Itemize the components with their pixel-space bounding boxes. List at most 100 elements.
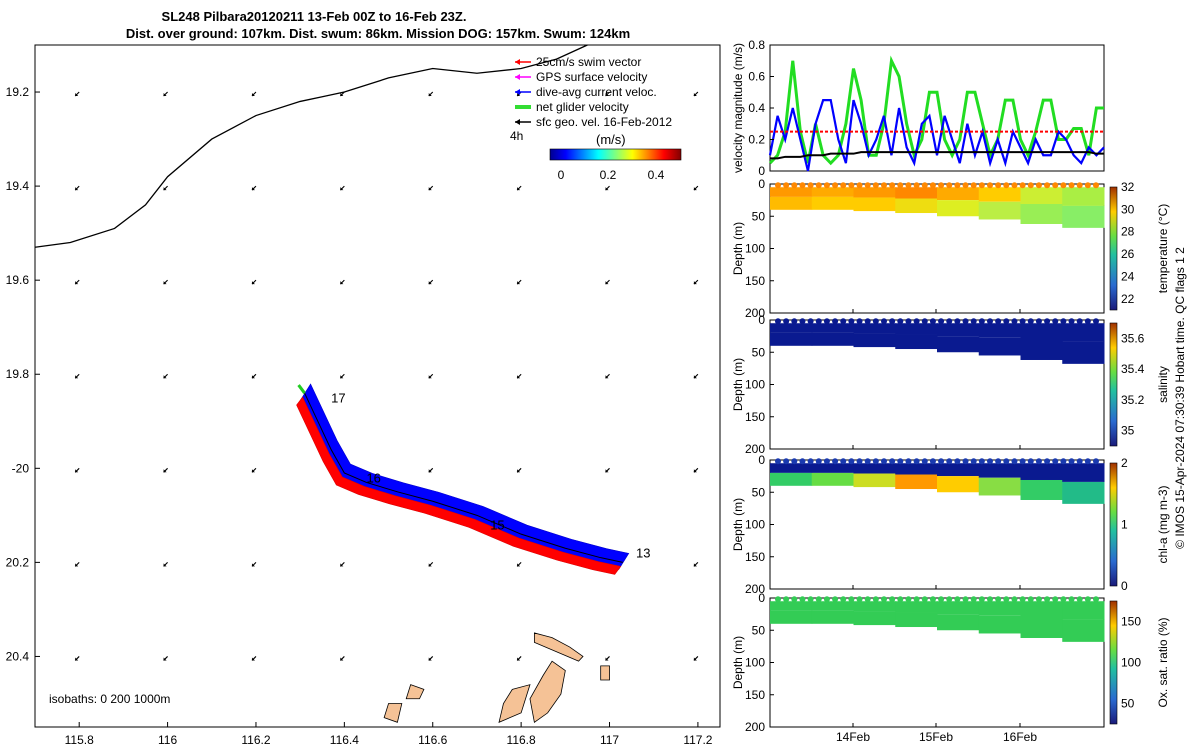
profile-surface-dot (840, 182, 847, 189)
legend-scale-label: 4h (510, 129, 523, 143)
geo-vector-arrowhead (163, 93, 167, 97)
island-shape (383, 703, 403, 723)
coastline (34, 44, 588, 248)
profile-surface-dot (962, 182, 969, 189)
profile-surface-dot (783, 182, 790, 189)
profile-surface-dot (929, 596, 936, 603)
section-cell-upper (1062, 463, 1105, 482)
geo-vector-arrowhead (75, 657, 79, 661)
profile-surface-dot (1027, 458, 1034, 465)
profile-surface-dot (775, 458, 781, 465)
glider-track-line (304, 392, 623, 563)
map-x-tick-label: 115.8 (65, 733, 94, 747)
profile-surface-dot (1093, 458, 1099, 465)
profile-surface-dot (1060, 182, 1067, 189)
profile-surface-dot (815, 182, 822, 189)
profile-surface-dot (1093, 318, 1099, 325)
profile-surface-dot (815, 318, 822, 325)
profile-surface-dot (840, 596, 847, 603)
depth-axis-label: Depth (m) (731, 636, 745, 689)
profile-surface-dot (848, 596, 855, 603)
profile-surface-dot (832, 596, 839, 603)
section-cell-lower (978, 477, 1021, 496)
velocity-y-tick-label: 0.8 (748, 38, 765, 52)
profile-surface-dot (872, 458, 879, 465)
legend-item-dive-avg-current: dive-avg current veloc. (515, 85, 657, 99)
geo-vector-arrowhead (605, 469, 609, 473)
colorbar-tick-1: 0.2 (600, 168, 617, 182)
colorbar-tick-label: 28 (1121, 225, 1135, 239)
geo-vector-arrowhead (517, 375, 521, 379)
map-x-tick-label: 116.8 (507, 733, 536, 747)
profile-surface-dot (840, 318, 847, 325)
section-cell-lower (770, 610, 813, 624)
section-cell-lower (937, 476, 980, 493)
map-panel: 17 16 15 13 115.8 116 116.2 116.4 116.6 116.8 117… (6, 44, 721, 747)
day-label: 16 (366, 470, 380, 485)
colorbar-tick-label: 30 (1121, 202, 1135, 216)
colorbar-tick-label: 35 (1121, 424, 1135, 438)
colorbar-label: temperature (°C) (1156, 204, 1170, 294)
velocity-series-line (768, 55, 1104, 166)
profile-surface-dot (775, 318, 781, 325)
profile-surface-dot (938, 318, 945, 325)
profile-surface-dot (1003, 182, 1010, 189)
section-colorbar (1109, 600, 1118, 725)
geo-vector-arrowhead (340, 657, 344, 661)
profile-surface-dot (815, 458, 822, 465)
legend-item-swim-vector: 25cm/s swim vector (515, 55, 641, 69)
profile-surface-dot (954, 182, 961, 189)
velocity-y-tick-label: 0.4 (748, 101, 765, 115)
section-cell-upper (853, 187, 896, 198)
credit-text: © IMOS 15-Apr-2024 07:30:39 Hobart time.… (1173, 247, 1187, 549)
profile-surface-dot (913, 182, 920, 189)
geo-vector-arrowhead (428, 375, 432, 379)
section-cell-lower (1062, 481, 1105, 504)
section-cell-upper (1062, 323, 1105, 342)
section-cell-upper (770, 323, 813, 333)
profile-surface-dot (962, 458, 969, 465)
map-x-tick-label: 116.2 (241, 733, 270, 747)
geo-vector-arrowhead (693, 375, 697, 379)
profile-surface-dot (881, 458, 887, 465)
section-cell-lower (937, 336, 980, 353)
geo-vector-arrowhead (163, 469, 167, 473)
geo-vector-arrowhead (605, 281, 609, 285)
profile-surface-dot (807, 458, 814, 465)
glider-track-swath (296, 383, 630, 575)
geo-vector-arrowhead (163, 187, 167, 191)
depth-tick-label: 100 (745, 656, 765, 670)
geo-vector-arrowhead (693, 563, 697, 567)
profile-surface-dot (1060, 318, 1067, 325)
geo-vector-arrowhead (517, 469, 521, 473)
time-tick-16feb: 16Feb (1003, 730, 1037, 744)
section-cell-upper (1020, 323, 1063, 340)
section-cell-lower (937, 200, 980, 217)
profile-surface-dot (1084, 458, 1091, 465)
depth-tick-label: 100 (745, 518, 765, 532)
geo-vector-arrowhead (163, 657, 167, 661)
colorbar-tick-label: 35.4 (1121, 362, 1145, 376)
profile-surface-dot (872, 596, 879, 603)
section-cell-upper (770, 601, 813, 611)
profile-surface-dot (946, 182, 953, 189)
profile-surface-dot (889, 458, 896, 465)
profile-surface-dot (1068, 182, 1075, 189)
section-cell-lower (853, 333, 896, 348)
profile-surface-dot (864, 458, 871, 465)
section-cell-lower (770, 332, 813, 346)
swim-vector-swath (296, 396, 622, 575)
profile-surface-dot (938, 458, 945, 465)
profile-surface-dot (832, 318, 839, 325)
legend-label-net-glider: net glider velocity (536, 100, 629, 114)
profile-surface-dot (1076, 182, 1083, 189)
geo-vector-arrowhead (605, 93, 609, 97)
colorbar-tick-label: 24 (1121, 269, 1135, 283)
map-y-ticks: 19.2 19.4 19.6 19.8 -20 20.2 20.4 (6, 85, 40, 663)
section-cell-upper (811, 323, 854, 333)
section-cell-upper (895, 463, 938, 475)
section-cell-lower (853, 197, 896, 212)
section-panel: 0 50 100 150 200 Depth (m) 50 100 150 Ox. sat. ra… (731, 591, 1170, 734)
island-shape (533, 632, 584, 662)
profile-surface-dot (1052, 458, 1059, 465)
